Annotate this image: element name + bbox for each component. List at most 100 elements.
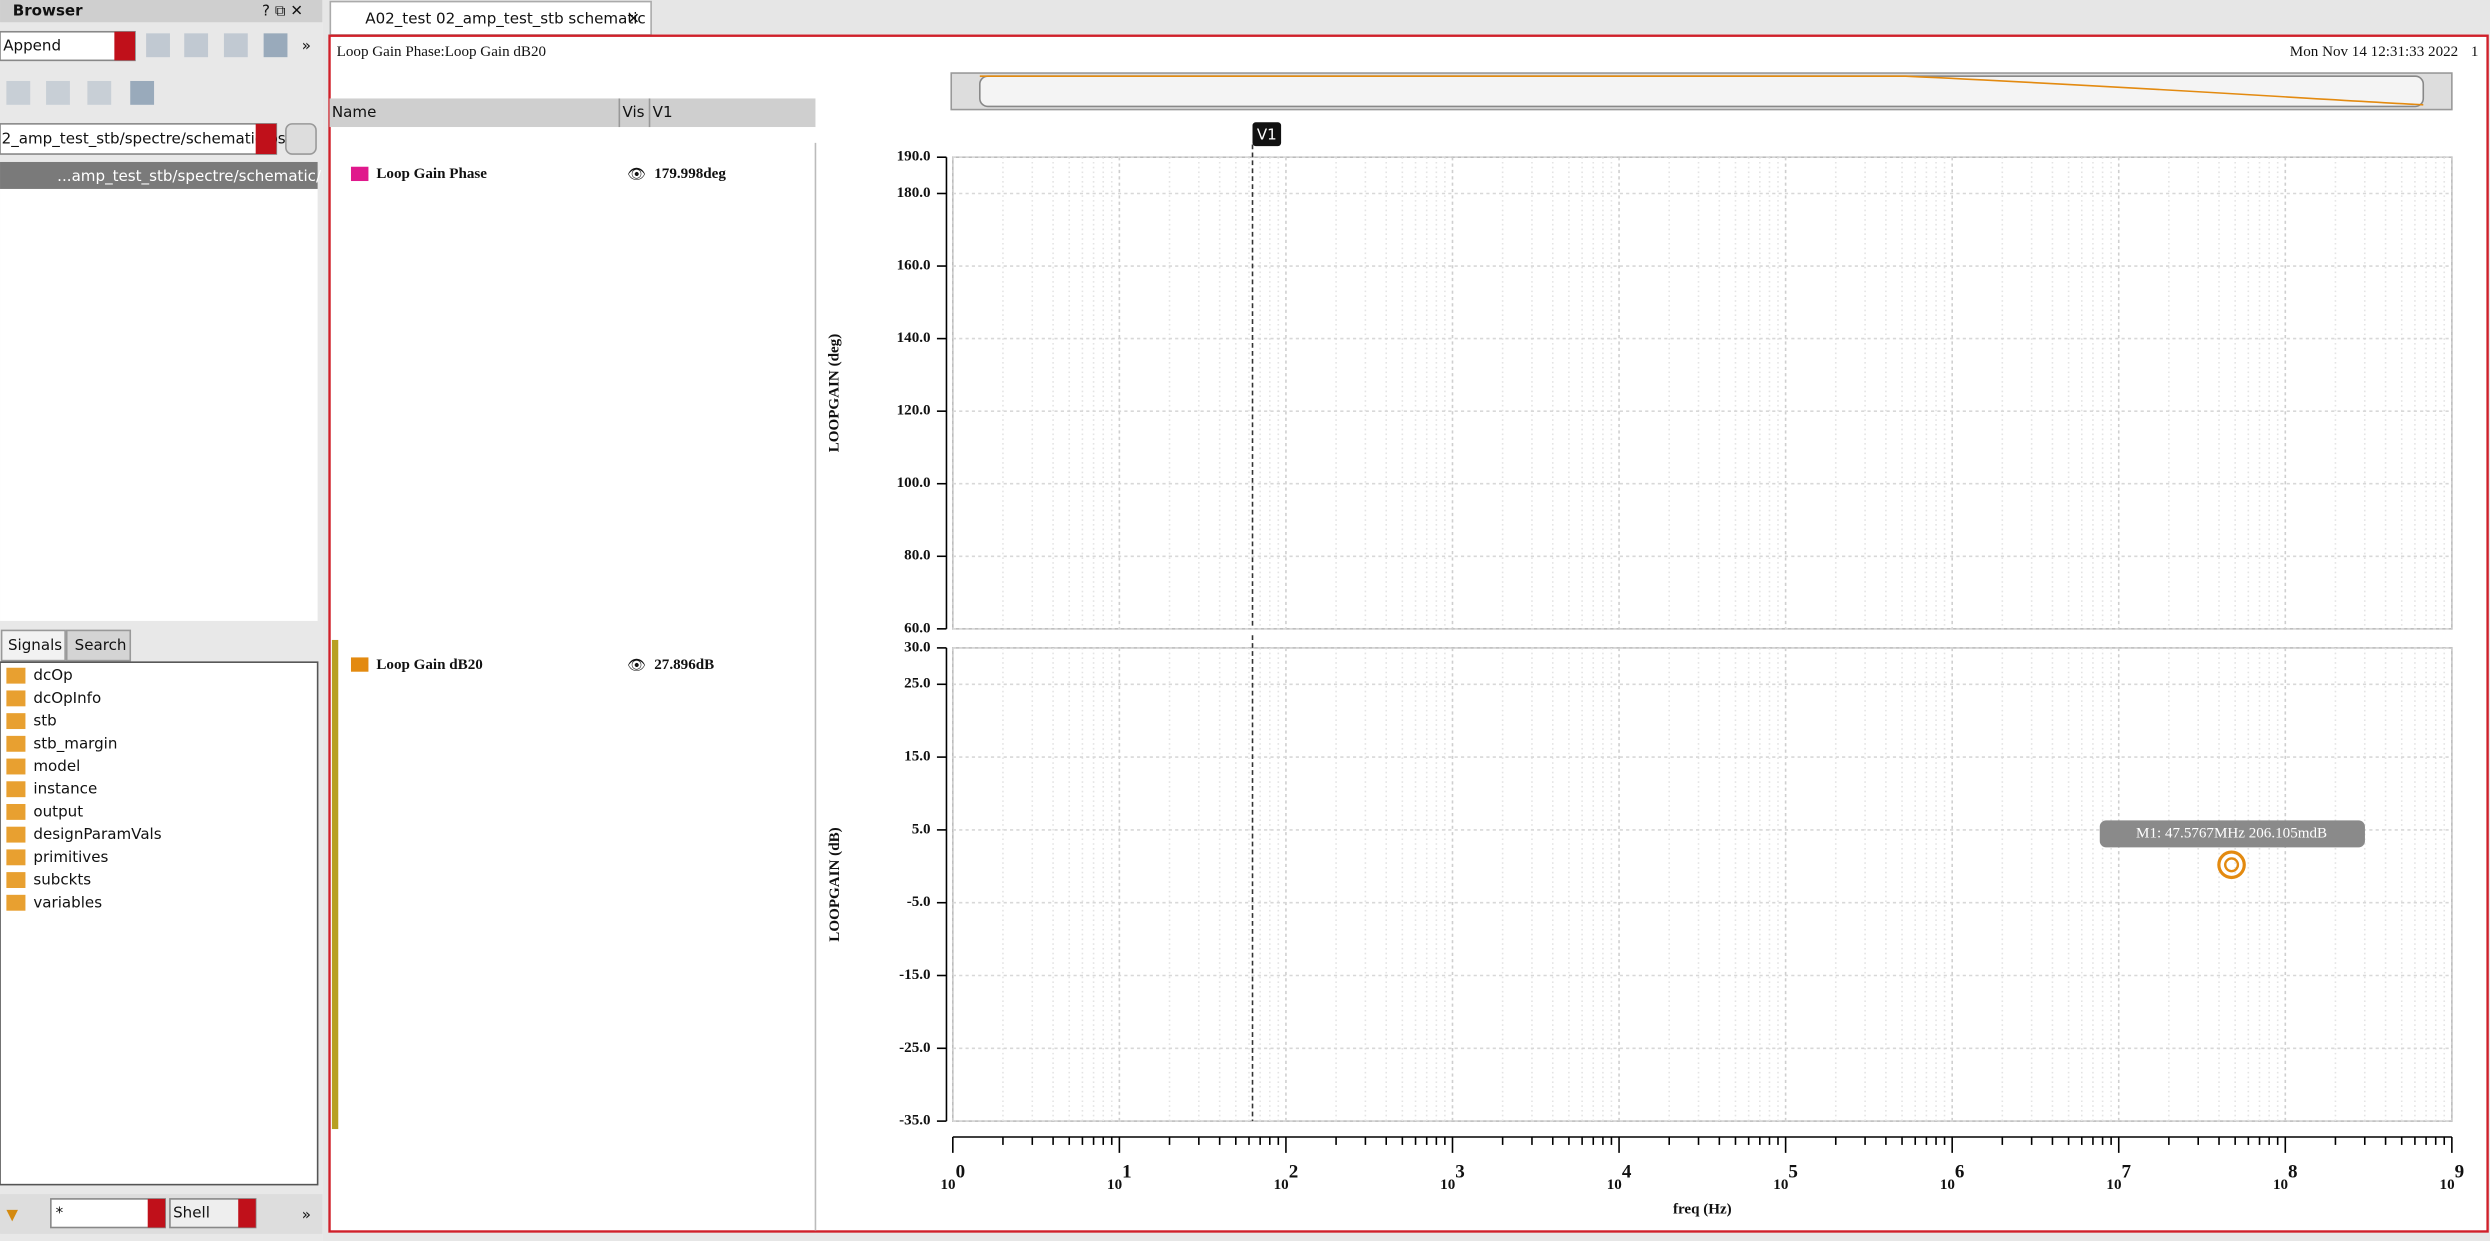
y-tick-label: 60.0 [904, 620, 930, 636]
more-bottom[interactable]: » [302, 1205, 311, 1223]
more[interactable]: » [302, 37, 311, 55]
mode-label: Append [3, 37, 61, 55]
tree-area [0, 188, 318, 621]
plot-area [952, 156, 2453, 630]
legend-name: Loop Gain Phase [376, 166, 487, 182]
column-header [329, 98, 816, 128]
folder-label: primitives [33, 848, 108, 866]
cursor-name: V1 [1257, 125, 1277, 143]
x-tick-base: 10 [2106, 1178, 2121, 1194]
y-tick-label: 140.0 [897, 330, 931, 346]
charts: 190.0 180.0 160.0 140.0 120.0 100.0 80.0 60.0 LO… [350, 122, 2464, 1217]
open-button[interactable] [285, 123, 317, 155]
x-tick-exp: 6 [1955, 1162, 1965, 1183]
signal-tabs: Signals Search [0, 629, 132, 662]
x-tick-label: 104 [1607, 1162, 1632, 1194]
x-tick-exp: 7 [2122, 1162, 2132, 1183]
y-tick-label: -25.0 [899, 1040, 930, 1056]
x-tick-label: 101 [1107, 1162, 1132, 1194]
plot-area [952, 647, 2453, 1122]
x-tick-base: 10 [2440, 1178, 2455, 1194]
y-tick-label: 30.0 [904, 639, 930, 655]
folder-label: subckts [33, 871, 91, 889]
x-tick-base: 10 [1773, 1178, 1788, 1194]
overview-slider[interactable] [979, 75, 2425, 108]
cursor-readout: 27.896dB [654, 657, 714, 673]
y-tick-label: -5.0 [907, 894, 931, 910]
filter-dropdown[interactable] [147, 1198, 166, 1228]
browser-title: Browser [13, 2, 83, 20]
tab[interactable] [65, 629, 132, 662]
marker-inner [2224, 857, 2240, 873]
marker-label: M1: 47.5767MHz 206.105mdB [2136, 825, 2327, 841]
x-tick-exp: 4 [1622, 1162, 1632, 1183]
folder-label: model [33, 757, 80, 775]
filter-field[interactable] [50, 1198, 166, 1229]
x-tick-base: 10 [1274, 1178, 1289, 1194]
cursor-flag[interactable] [1252, 122, 1282, 147]
shell-dropdown[interactable] [238, 1198, 256, 1228]
mode-select[interactable] [0, 30, 136, 62]
columns: Name Vis V1 [332, 98, 673, 128]
y-tick-label: -15.0 [899, 967, 930, 983]
y-tick-label: 190.0 [897, 149, 931, 165]
y-axis-label: LOOPGAIN (deg) [827, 334, 843, 453]
folder-icon[interactable] [6, 803, 26, 820]
folder-icon[interactable] [6, 667, 26, 684]
y-tick-label: 5.0 [912, 821, 931, 837]
folder-icon[interactable] [6, 826, 26, 843]
folder-label: output [33, 802, 83, 820]
tree-row[interactable] [0, 161, 318, 189]
path-field[interactable] [0, 123, 278, 155]
folder-icon[interactable] [6, 735, 26, 752]
x-tick-exp: 5 [1788, 1162, 1798, 1183]
dropdown-arrow[interactable] [114, 31, 136, 61]
browser-titlebar [0, 0, 323, 23]
signals-list [0, 661, 319, 1186]
y-tick-label: 100.0 [897, 475, 931, 491]
y-tick-label: 25.0 [904, 676, 930, 692]
x-tick-label: 105 [1773, 1162, 1798, 1194]
folder-icon[interactable] [6, 849, 26, 866]
strip-selection [331, 639, 339, 1130]
x-tick-label: 100 [941, 1162, 966, 1194]
x-tick-exp: 1 [1122, 1162, 1132, 1183]
folder-icon[interactable] [6, 781, 26, 798]
path-dropdown[interactable] [255, 123, 277, 155]
folder-icon[interactable] [6, 713, 26, 730]
folder-label: designParamVals [33, 825, 161, 843]
x-tick-base: 10 [1940, 1178, 1955, 1194]
eye-icon: 👁 [627, 165, 646, 183]
folder-icon[interactable] [6, 872, 26, 888]
folder-icon[interactable] [6, 894, 26, 911]
x-tick-exp: 2 [1289, 1162, 1299, 1183]
titlebar-buttons[interactable]: ? ⧉ ✕ [262, 2, 303, 20]
folder-icon[interactable] [6, 758, 26, 775]
marker[interactable] [2217, 850, 2246, 880]
window-tab[interactable] [329, 0, 652, 36]
column-label: Vis [623, 103, 645, 121]
tab[interactable] [0, 629, 66, 662]
filter-icon[interactable]: ▼ [6, 1205, 18, 1223]
x-tick-label: 107 [2106, 1162, 2131, 1194]
x-tick-label: 102 [1274, 1162, 1299, 1194]
y-tick-label: 180.0 [897, 185, 931, 201]
folder-label: dcOpInfo [33, 689, 101, 707]
x-tick-base: 10 [1107, 1178, 1122, 1194]
legend-swatch[interactable] [350, 166, 369, 182]
folder-label: variables [33, 893, 102, 911]
tab-close[interactable]: ✕ [627, 10, 640, 28]
path-text: 2_amp_test_stb/spectre/schematic/psf [2, 129, 292, 148]
window-tab-title: A02_test 02_amp_test_stb schematic [365, 10, 645, 29]
cursor-readout: 179.998deg [654, 166, 726, 182]
toolbar-icons[interactable] [6, 33, 288, 105]
y-axis-label: LOOPGAIN (dB) [827, 827, 843, 941]
legend-swatch[interactable] [350, 657, 369, 672]
tab-label: Search [75, 636, 127, 654]
x-tick-exp: 3 [1455, 1162, 1465, 1183]
graph-header: Loop Gain Phase:Loop Gain dB20 [337, 44, 546, 60]
column-label: Name [332, 103, 376, 121]
folder-icon[interactable] [6, 690, 26, 707]
